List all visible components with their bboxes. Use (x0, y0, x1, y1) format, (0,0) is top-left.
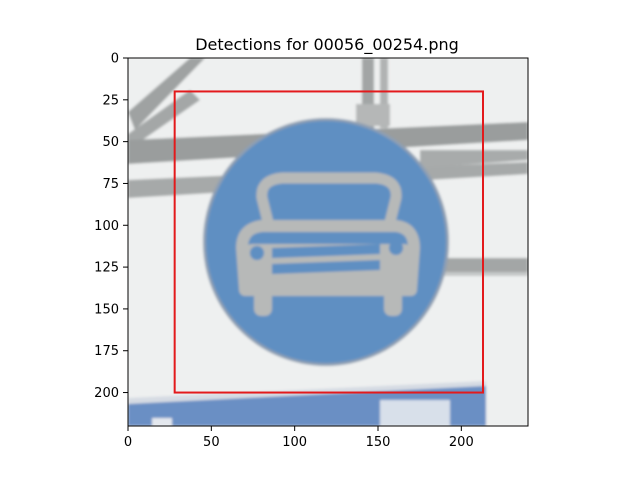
car-left-headlight (250, 246, 264, 260)
pole-diagonal-1 (128, 58, 205, 130)
post-vertical-right (380, 58, 388, 128)
y-tick-label: 175 (94, 344, 119, 359)
x-tick-label: 50 (203, 435, 220, 450)
bottom-sign-panel-light (380, 400, 450, 426)
pole-diagonal-2 (128, 90, 200, 150)
detection-box (173, 90, 485, 394)
car-grille-lower (272, 260, 380, 274)
y-tick-label: 50 (102, 135, 119, 150)
car-body (236, 220, 420, 296)
x-tick-label: 100 (282, 435, 307, 450)
detection-boxes (173, 90, 485, 394)
car-grille (250, 241, 403, 274)
y-axis: 0 25 50 75 100 125 150 175 200 (94, 52, 128, 401)
pole-horizontal-right (420, 150, 528, 168)
car-grille-upper (272, 244, 380, 258)
post-clamp (356, 104, 390, 126)
car-roof (256, 172, 402, 224)
y-tick-label: 75 (102, 177, 119, 192)
x-tick-label: 150 (366, 435, 391, 450)
photo-image (128, 58, 528, 426)
y-tick-label: 200 (94, 386, 119, 401)
bottom-sign-mark (152, 418, 172, 426)
y-tick-label: 100 (94, 219, 119, 234)
car-left-wheel (254, 280, 272, 316)
x-tick-label: 200 (449, 435, 474, 450)
figure-title: Detections for 00056_00254.png (195, 35, 459, 55)
car-pictogram (236, 172, 420, 296)
y-tick-label: 25 (102, 93, 119, 108)
y-tick-label: 150 (94, 302, 119, 317)
car-right-headlight (389, 241, 403, 255)
y-tick-label: 0 (111, 52, 119, 67)
axes-frame (127, 57, 529, 427)
y-tick-label: 125 (94, 261, 119, 276)
x-axis: 0 50 100 150 200 (124, 426, 474, 450)
car-right-wheel (384, 280, 402, 316)
x-tick-label: 0 (124, 435, 132, 450)
